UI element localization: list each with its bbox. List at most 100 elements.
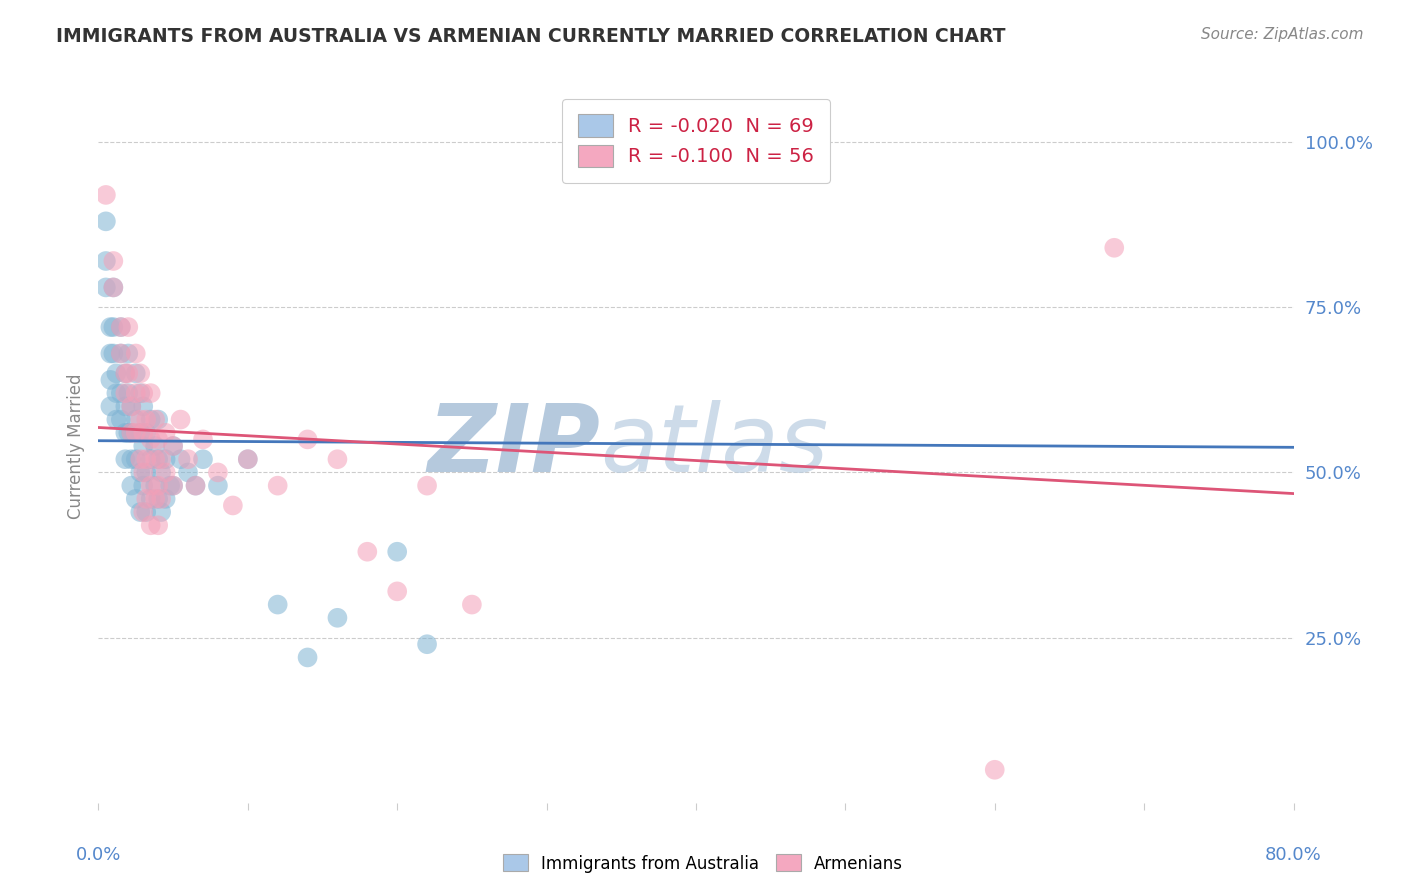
Point xyxy=(236,452,259,467)
Point xyxy=(132,466,155,480)
Y-axis label: Currently Married: Currently Married xyxy=(66,373,84,519)
Point xyxy=(129,386,152,401)
Point xyxy=(143,478,166,492)
Point xyxy=(135,491,157,506)
Point xyxy=(110,320,132,334)
Point xyxy=(98,373,122,387)
Point xyxy=(267,478,290,492)
Point xyxy=(326,611,349,625)
Point xyxy=(110,346,132,360)
Point xyxy=(94,254,117,268)
Point xyxy=(191,452,214,467)
Point xyxy=(297,650,319,665)
Point xyxy=(105,367,128,381)
Text: atlas: atlas xyxy=(600,401,828,491)
Point xyxy=(162,439,184,453)
Point xyxy=(125,346,148,360)
Point xyxy=(125,412,148,426)
Point xyxy=(120,400,142,414)
Point xyxy=(143,439,166,453)
Point xyxy=(177,452,200,467)
Point xyxy=(139,412,162,426)
Point xyxy=(155,425,177,440)
Point xyxy=(94,214,117,228)
Point xyxy=(114,386,136,401)
Point xyxy=(416,637,439,651)
Point xyxy=(125,491,148,506)
Point xyxy=(125,367,148,381)
Legend: R = -0.020  N = 69, R = -0.100  N = 56: R = -0.020 N = 69, R = -0.100 N = 56 xyxy=(562,99,830,183)
Point xyxy=(169,452,191,467)
Point xyxy=(105,412,128,426)
Point xyxy=(132,400,155,414)
Point xyxy=(120,478,142,492)
Point xyxy=(356,545,378,559)
Point xyxy=(114,400,136,414)
Point xyxy=(117,386,139,401)
Point xyxy=(114,425,136,440)
Point xyxy=(105,386,128,401)
Point xyxy=(207,466,229,480)
Point xyxy=(103,346,125,360)
Point xyxy=(191,433,214,447)
Point xyxy=(117,346,139,360)
Point xyxy=(114,452,136,467)
Point xyxy=(155,452,177,467)
Point xyxy=(135,505,157,519)
Point xyxy=(143,491,166,506)
Point xyxy=(132,425,155,440)
Point xyxy=(1104,241,1126,255)
Point xyxy=(110,346,132,360)
Point xyxy=(148,452,170,467)
Point xyxy=(132,505,155,519)
Point xyxy=(139,491,162,506)
Point xyxy=(169,412,191,426)
Point xyxy=(139,478,162,492)
Point xyxy=(132,439,155,453)
Text: 0.0%: 0.0% xyxy=(76,846,121,863)
Point xyxy=(385,545,409,559)
Point xyxy=(461,598,484,612)
Point xyxy=(326,452,349,467)
Point xyxy=(120,425,142,440)
Point xyxy=(236,452,259,467)
Point xyxy=(385,584,409,599)
Point xyxy=(148,491,170,506)
Point xyxy=(117,425,139,440)
Text: ZIP: ZIP xyxy=(427,400,600,492)
Legend: Immigrants from Australia, Armenians: Immigrants from Australia, Armenians xyxy=(496,847,910,880)
Point xyxy=(114,367,136,381)
Point xyxy=(98,320,122,334)
Point xyxy=(135,466,157,480)
Point xyxy=(148,412,170,426)
Text: Source: ZipAtlas.com: Source: ZipAtlas.com xyxy=(1201,27,1364,42)
Point xyxy=(207,478,229,492)
Point xyxy=(129,466,152,480)
Point xyxy=(267,598,290,612)
Point xyxy=(117,320,139,334)
Point xyxy=(155,491,177,506)
Point xyxy=(103,254,125,268)
Point xyxy=(162,478,184,492)
Point xyxy=(125,386,148,401)
Point xyxy=(135,452,157,467)
Point xyxy=(139,386,162,401)
Point xyxy=(416,478,439,492)
Point xyxy=(129,505,152,519)
Point xyxy=(110,412,132,426)
Point xyxy=(135,412,157,426)
Text: IMMIGRANTS FROM AUSTRALIA VS ARMENIAN CURRENTLY MARRIED CORRELATION CHART: IMMIGRANTS FROM AUSTRALIA VS ARMENIAN CU… xyxy=(56,27,1005,45)
Point xyxy=(94,188,117,202)
Point xyxy=(103,320,125,334)
Point xyxy=(103,280,125,294)
Point xyxy=(150,505,173,519)
Point xyxy=(184,478,207,492)
Point xyxy=(155,466,177,480)
Point xyxy=(135,425,157,440)
Point xyxy=(148,478,170,492)
Point xyxy=(150,466,173,480)
Point xyxy=(125,425,148,440)
Point xyxy=(984,763,1007,777)
Point xyxy=(94,280,117,294)
Point xyxy=(110,320,132,334)
